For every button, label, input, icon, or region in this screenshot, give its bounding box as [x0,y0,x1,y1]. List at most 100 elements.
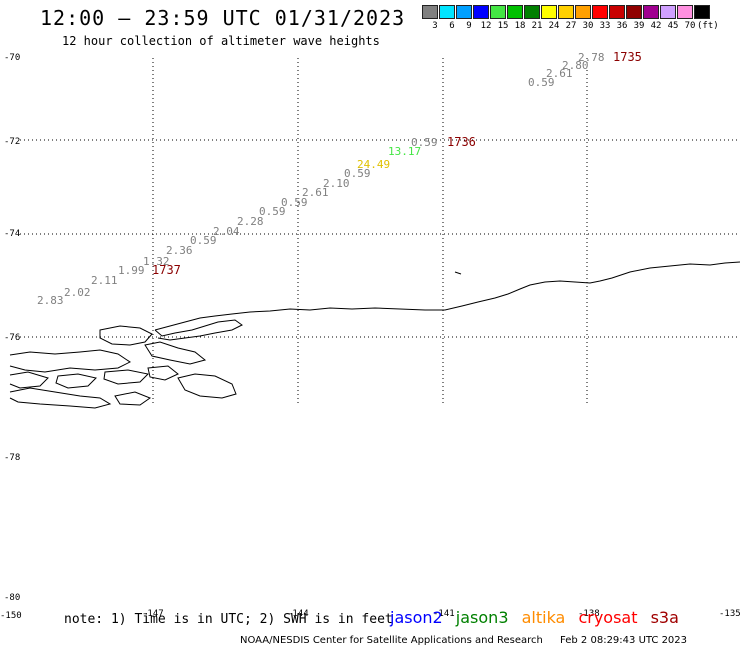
footer-agency: NOAA/NESDIS Center for Satellite Applica… [240,635,543,646]
coast-segment [454,271,462,275]
legend-labels: 3 6 9 12 15 18 21 24 27 30 33 36 39 42 4… [422,21,740,33]
wave-height-label: 0.59 [281,196,308,209]
ice-shelf-edge [154,261,740,331]
satellite-name: altika [521,608,566,627]
coast-segment [9,349,131,373]
coast-segment [9,387,112,409]
legend-label: 3 [432,21,438,31]
legend-label: 9 [466,21,472,31]
latitude-label: -78 [4,453,20,463]
coast-segment [144,341,207,365]
footer-timestamp: Feb 2 08:29:43 UTC 2023 [560,635,688,646]
legend-swatch [643,5,659,19]
coast-segment [114,391,152,406]
wave-height-label: 0.59 [344,167,371,180]
coast-segment [9,371,49,389]
legend-swatch [592,5,608,19]
coast-segment [99,325,153,346]
wave-height-label: 2.36 [166,244,193,257]
latitude-label: -80 [4,593,20,603]
wave-height-label: 2.10 [323,177,350,190]
wave-height-label: 2.28 [237,215,264,228]
wave-height-labels: 2.83 2.02 2.11 1.99 1.32 2.36 0.59 2.04 … [37,51,605,307]
satellite-name: jason3 [455,608,509,627]
latitude-label: -70 [4,53,20,63]
page-subtitle: 12 hour collection of altimeter wave hei… [62,34,380,48]
legend-swatch [626,5,642,19]
satellite-name: jason2 [390,608,443,627]
latitude-label: -76 [4,333,20,343]
wave-height-label: 2.61 [546,67,573,80]
wave-height-label: 2.02 [64,286,91,299]
legend-label: 18 [514,21,526,31]
wave-height-label: 2.04 [213,225,240,238]
wave-height-label: 2.11 [91,274,118,287]
units-note: note: 1) Time is in UTC; 2) SWH is in fe… [64,612,393,627]
legend-swatch [558,5,574,19]
legend-label: (ft) [697,21,719,31]
legend-swatch [575,5,591,19]
longitude-label: -147 [142,609,164,619]
legend-label: 15 [497,21,509,31]
color-legend [422,5,711,19]
satellite-legend: jason2 jason3 altika cryosat s3a [390,608,687,627]
longitude-axis: -150 -147 -144 -141 -138 -135 [0,609,740,621]
legend-swatch [439,5,455,19]
longitude-label: -150 [0,611,22,621]
wave-height-label: 13.17 [388,145,421,158]
page-title: 12:00 – 23:59 UTC 01/31/2023 [40,6,406,30]
wave-height-label: 0.59 [259,205,286,218]
wave-height-label: 0.59 [411,136,438,149]
longitude-label: -138 [578,609,600,619]
legend-label: 21 [531,21,543,31]
graticule [20,58,740,406]
legend-swatch [677,5,693,19]
wave-height-label: 0.59 [190,234,217,247]
legend-swatch [422,5,438,19]
pass-time-labels: 1737 1736 1735 [152,50,642,277]
legend-swatch [490,5,506,19]
pass-time-label: 1737 [152,263,181,277]
wave-height-label: 24.49 [357,158,390,171]
legend-swatch [456,5,472,19]
legend-label: 39 [633,21,645,31]
legend-label: 42 [650,21,662,31]
legend-label: 6 [449,21,455,31]
wave-height-label: 2.80 [562,59,589,72]
coast-segment [103,369,150,385]
legend-label: 36 [616,21,628,31]
coast-segment [154,319,243,341]
longitude-label: -144 [287,609,309,619]
coast-segment [55,373,97,389]
legend-swatch [473,5,489,19]
legend-label: 24 [548,21,560,31]
legend-swatch [609,5,625,19]
legend-label: 30 [582,21,594,31]
legend-label: 12 [480,21,492,31]
coast-segment [177,373,237,399]
wave-height-label: 2.61 [302,186,329,199]
wave-height-label: 0.59 [528,76,555,89]
latitude-axis: -70 -72 -74 -76 -78 -80 [4,53,20,603]
wave-height-label: 2.78 [578,51,605,64]
longitude-label: -135 [719,609,740,619]
latitude-label: -72 [4,137,20,147]
wave-height-label: 2.83 [37,294,64,307]
satellite-name: s3a [650,608,679,627]
wave-height-label: 1.99 [118,264,145,277]
legend-swatch [660,5,676,19]
footer: NOAA/NESDIS Center for Satellite Applica… [240,635,701,646]
legend-swatch [524,5,540,19]
pass-time-label: 1736 [447,135,476,149]
coast-segment [147,365,179,381]
coastline [9,261,740,409]
legend-swatch [541,5,557,19]
legend-label: 70 [684,21,696,31]
longitude-label: -141 [433,609,455,619]
legend-label: 33 [599,21,611,31]
legend-swatch [507,5,523,19]
latitude-label: -74 [4,229,20,239]
legend-swatch [694,5,710,19]
wave-height-label: 1.32 [143,255,170,268]
